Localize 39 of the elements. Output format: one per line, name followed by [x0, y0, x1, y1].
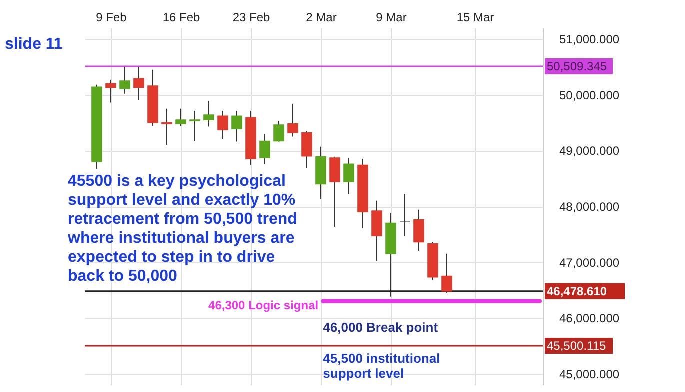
- candlestick: [344, 157, 354, 195]
- y-tick-label: 51,000.000: [560, 32, 620, 47]
- annotation: 46,000 Break point: [323, 320, 439, 335]
- candlestick: [106, 79, 116, 104]
- candlestick: [232, 110, 242, 142]
- x-tick-label: 9 Mar: [376, 10, 407, 24]
- candlestick: [204, 100, 214, 128]
- candlestick: [442, 253, 452, 294]
- x-tick-label: 2 Mar: [306, 10, 337, 24]
- ref-line-label: 46,478.610: [547, 284, 608, 298]
- ref-line-label: 45,500.115: [547, 338, 606, 353]
- candlestick: [260, 133, 270, 165]
- chart-title: slide 11: [5, 36, 63, 53]
- candlestick: [176, 108, 186, 127]
- ref-line-label: 50,509.345: [547, 60, 608, 74]
- candlestick: [134, 66, 144, 100]
- y-tick-label: 48,000.000: [560, 200, 620, 214]
- candlestick: [218, 110, 228, 140]
- candlestick: [288, 103, 298, 138]
- x-tick-label: 15 Mar: [456, 10, 494, 24]
- candlestick: [414, 209, 424, 252]
- ref-line-label: 46,300 Logic signal: [208, 298, 319, 312]
- candlestick: [400, 194, 410, 237]
- candlestick: [190, 110, 200, 142]
- y-tick-label: 49,000.000: [560, 144, 620, 158]
- candlestick: [330, 156, 340, 228]
- candlestick: [120, 66, 130, 94]
- y-tick-label: 47,000.000: [560, 256, 620, 270]
- candlestick: [302, 130, 312, 169]
- candlestick: [162, 108, 172, 146]
- annotation: 45500 is a key psychological support level and exactly 10% retracement from 50,500 trend where institutional buyers are expected to step in to drive back to 50,000: [67, 173, 298, 285]
- candlestick: [274, 120, 284, 142]
- y-tick-label: 45,000.000: [560, 367, 620, 382]
- y-tick-label: 50,000.000: [560, 88, 620, 102]
- x-tick-label: 23 Feb: [232, 10, 271, 24]
- x-tick-label: 16 Feb: [162, 10, 201, 24]
- annotation: 45,500 institutional support level: [323, 351, 440, 381]
- x-tick-label: 9 Feb: [96, 10, 128, 24]
- y-tick-label: 46,000.000: [560, 312, 620, 326]
